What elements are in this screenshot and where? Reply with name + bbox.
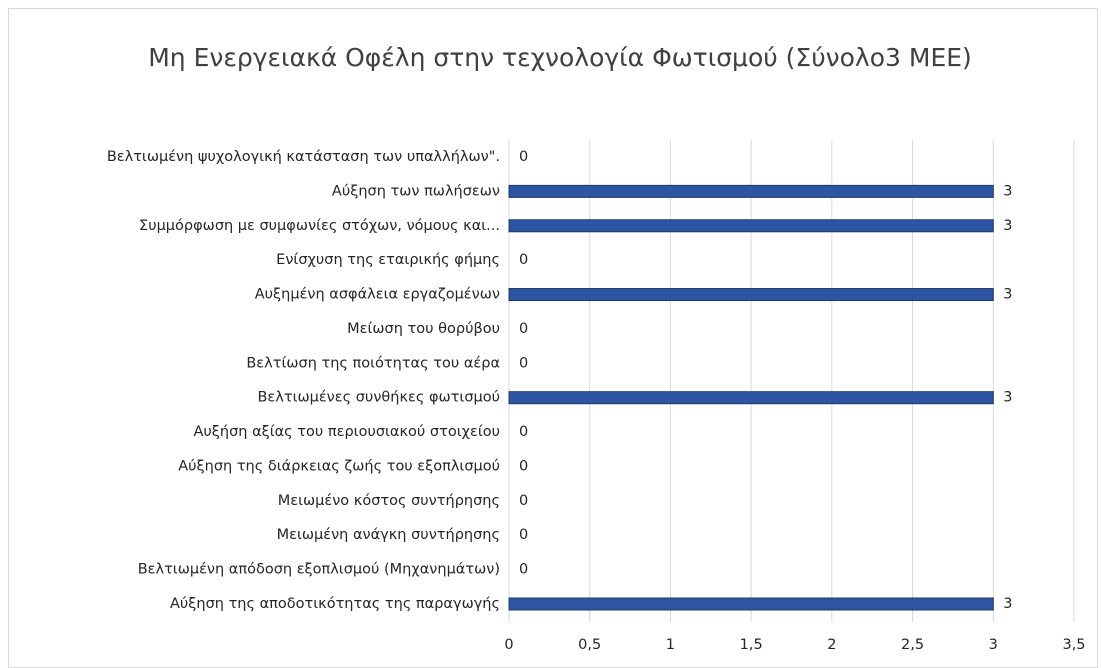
x-tick-label: 0 <box>504 637 513 653</box>
data-label: 3 <box>1003 218 1012 234</box>
data-label: 0 <box>519 149 528 165</box>
y-tick-label: Μειωμένη ανάγκη συντήρησης <box>277 527 500 543</box>
data-label: 3 <box>1003 390 1012 406</box>
bar <box>508 219 994 233</box>
x-tick-label: 1,5 <box>740 637 763 653</box>
y-tick-label: Βελτιωμένη ψυχολογική κατάσταση των υπαλ… <box>107 149 500 165</box>
y-tick-label: Βελτιωμένη απόδοση εξοπλισμού (Μηχανημάτ… <box>138 562 500 578</box>
chart-title: Μη Ενεργειακά Οφέλη στην τεχνολογία Φωτι… <box>148 43 972 72</box>
x-tick-label: 0,5 <box>578 637 601 653</box>
data-label: 3 <box>1003 183 1012 199</box>
bar <box>508 391 994 405</box>
bar <box>508 288 994 302</box>
data-label: 0 <box>519 562 528 578</box>
x-tick-label: 2 <box>827 637 836 653</box>
x-tick-label: 3,5 <box>1062 637 1085 653</box>
data-label: 0 <box>519 252 528 268</box>
y-tick-label: Μειωμένο κόστος συντήρησης <box>278 493 500 509</box>
data-label: 0 <box>519 424 528 440</box>
x-tick-label: 1 <box>666 637 675 653</box>
y-tick-label: Αύξηση της διάρκειας ζωής του εξοπλισμού <box>178 458 500 474</box>
bar <box>508 597 994 611</box>
y-tick-label: Αύξηση της αποδοτικότητας της παραγωγής <box>170 596 500 612</box>
data-label: 0 <box>519 458 528 474</box>
bar <box>508 184 994 198</box>
x-tick-label: 3 <box>989 637 998 653</box>
y-tick-label: Αυξημένη ασφάλεια εργαζομένων <box>255 287 500 303</box>
data-label: 3 <box>1003 596 1012 612</box>
y-tick-label: Αυξήση αξίας του περιουσιακού στοιχείου <box>194 424 501 440</box>
x-tick-label: 2,5 <box>901 637 924 653</box>
y-tick-label: Συμμόρφωση με συμφωνίες στόχων, νόμους κ… <box>139 218 500 234</box>
data-label: 0 <box>519 527 528 543</box>
y-tick-label: Αύξηση των πωλήσεων <box>332 183 500 199</box>
y-tick-label: Ενίσχυση της εταιρικής φήμης <box>276 252 500 268</box>
data-label: 0 <box>519 493 528 509</box>
y-tick-label: Μείωση του θορύβου <box>347 321 500 337</box>
data-label: 3 <box>1003 287 1012 303</box>
data-label: 0 <box>519 355 528 371</box>
y-tick-label: Βελτιωμένες συνθήκες φωτισμού <box>257 390 500 406</box>
data-label: 0 <box>519 321 528 337</box>
y-tick-label: Βελτίωση της ποιότητας του αέρα <box>246 355 500 371</box>
